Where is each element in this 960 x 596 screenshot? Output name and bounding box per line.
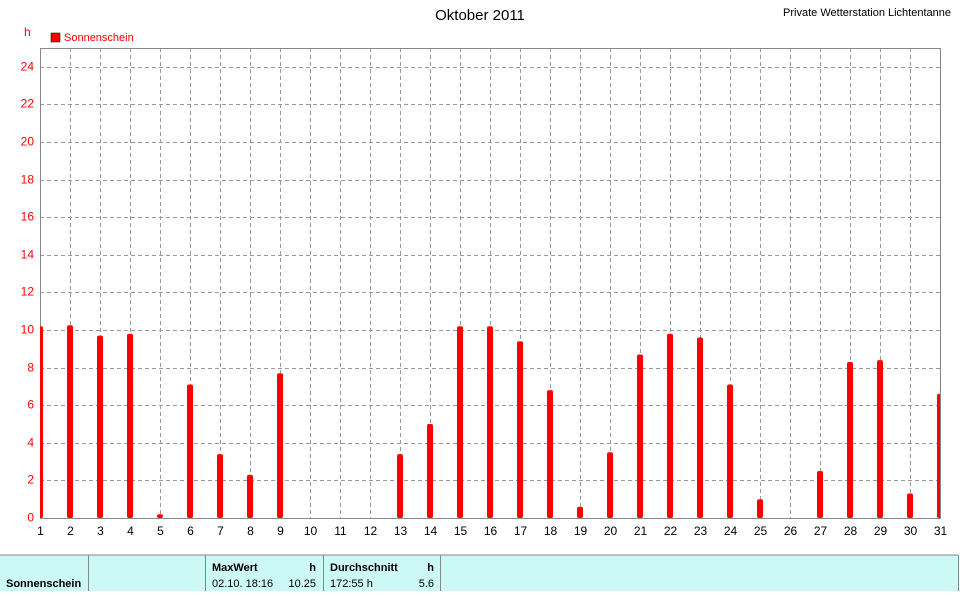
bar	[847, 361, 853, 518]
bar	[187, 384, 193, 518]
bar	[937, 393, 940, 518]
y-tick-label: 6	[27, 398, 34, 412]
x-tick-label: 12	[364, 524, 378, 538]
bar	[637, 354, 643, 518]
table-cell: 5.6	[419, 578, 434, 590]
x-tick-label: 23	[694, 524, 708, 538]
x-tick-label: 27	[814, 524, 828, 538]
y-tick-label: 20	[21, 135, 35, 149]
y-tick-label: 18	[21, 173, 35, 187]
bar	[607, 452, 613, 518]
table-lines	[0, 554, 959, 591]
table-cell: 172:55 h	[330, 578, 373, 590]
y-tick-label: 0	[27, 511, 34, 525]
x-tick-label: 25	[754, 524, 768, 538]
chart-title: Oktober 2011	[435, 7, 525, 24]
x-tick-label: 20	[604, 524, 618, 538]
x-tick-label: 1	[37, 524, 44, 538]
x-tick-label: 7	[217, 524, 224, 538]
bars	[40, 325, 940, 518]
x-tick-label: 14	[424, 524, 438, 538]
x-tick-label: 29	[874, 524, 888, 538]
bar	[247, 474, 253, 518]
table-cell: Sonnenschein	[6, 578, 81, 590]
x-tick-label: 6	[187, 524, 194, 538]
x-tick-label: 28	[844, 524, 858, 538]
bar	[277, 373, 283, 518]
x-tick-label: 31	[934, 524, 948, 538]
x-tick-label: 22	[664, 524, 678, 538]
bar	[517, 341, 523, 518]
legend-swatch	[50, 32, 61, 43]
bar	[667, 333, 673, 518]
bar	[487, 326, 493, 518]
x-tick-label: 17	[514, 524, 528, 538]
x-tick-label: 21	[634, 524, 648, 538]
x-tick-label: 2	[67, 524, 74, 538]
station: Private Wetterstation Lichtentanne	[783, 7, 951, 19]
x-tick-label: 4	[127, 524, 134, 538]
table-header: h	[427, 562, 434, 574]
bar	[40, 326, 43, 518]
bar	[727, 384, 733, 518]
bar	[217, 454, 223, 518]
legend-label: Sonnenschein	[64, 32, 134, 44]
x-tick-label: 19	[574, 524, 588, 538]
table-header: h	[309, 562, 316, 574]
x-tick-label: 8	[247, 524, 254, 538]
plot-border	[40, 48, 941, 519]
y-tick-label: 2	[27, 473, 34, 487]
table-cell: 10.25	[288, 578, 316, 590]
bar	[427, 424, 433, 518]
y-tick-label: 4	[27, 436, 34, 450]
bar	[97, 335, 103, 518]
y-axis-label: h	[24, 25, 31, 39]
y-tick-label: 10	[21, 323, 35, 337]
bar	[457, 326, 463, 518]
x-tick-label: 24	[724, 524, 738, 538]
table-header: Durchschnitt	[330, 562, 398, 574]
x-tick-label: 13	[394, 524, 408, 538]
x-tick-label: 15	[454, 524, 468, 538]
y-tick-label: 14	[21, 248, 35, 262]
bar	[67, 325, 73, 518]
bar	[127, 333, 133, 518]
bar	[757, 499, 763, 518]
table-cell: 02.10. 18:16	[212, 578, 273, 590]
bar	[877, 360, 883, 518]
x-tick-label: 11	[334, 524, 347, 538]
y-tick-label: 12	[21, 285, 35, 299]
bar	[697, 337, 703, 518]
x-tick-label: 3	[97, 524, 104, 538]
bar	[397, 454, 403, 518]
bar	[157, 514, 163, 518]
y-tick-label: 22	[21, 97, 35, 111]
x-tick-label: 9	[277, 524, 284, 538]
bar	[817, 471, 823, 518]
x-tick-label: 26	[784, 524, 798, 538]
x-tick-label: 5	[157, 524, 164, 538]
x-tick-label: 30	[904, 524, 918, 538]
x-tick-label: 16	[484, 524, 498, 538]
bar	[547, 390, 553, 518]
y-tick-label: 16	[21, 210, 35, 224]
y-tick-label: 24	[21, 60, 35, 74]
bar	[577, 506, 583, 518]
x-tick-label: 18	[544, 524, 558, 538]
table-header: MaxWert	[212, 562, 258, 574]
y-tick-label: 8	[27, 361, 34, 375]
bar	[907, 493, 913, 518]
table-bg	[0, 555, 958, 591]
x-tick-label: 10	[304, 524, 318, 538]
